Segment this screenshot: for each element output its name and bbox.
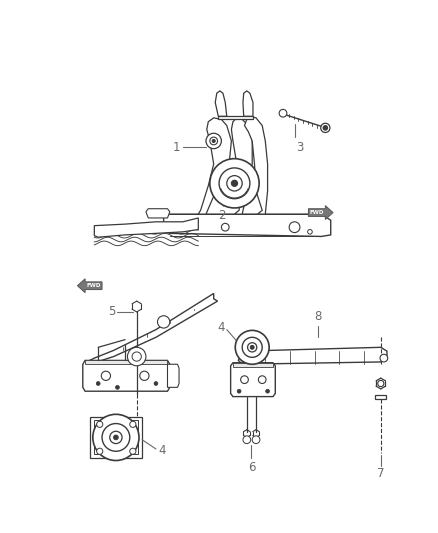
Circle shape [130,421,136,427]
Circle shape [127,348,146,366]
Circle shape [380,354,388,362]
Text: 7: 7 [377,467,385,480]
Circle shape [240,376,248,384]
Polygon shape [83,360,170,391]
Text: 6: 6 [247,461,255,474]
Polygon shape [231,118,252,214]
Polygon shape [243,91,253,116]
Circle shape [227,175,242,191]
Text: 5: 5 [109,305,116,318]
Circle shape [101,371,110,381]
Circle shape [110,431,122,443]
Circle shape [323,126,328,130]
Polygon shape [78,279,102,293]
Circle shape [210,137,218,145]
Text: 2: 2 [218,209,225,222]
Polygon shape [308,206,333,220]
Circle shape [279,109,287,117]
Circle shape [266,389,269,393]
Polygon shape [375,395,386,399]
Circle shape [93,414,139,461]
Circle shape [235,330,269,364]
Circle shape [231,180,237,187]
Circle shape [130,448,136,454]
Circle shape [206,133,221,149]
Polygon shape [218,116,253,119]
Text: 8: 8 [314,310,321,322]
Polygon shape [94,218,198,237]
Polygon shape [167,364,179,387]
Circle shape [154,382,158,385]
Circle shape [242,337,262,357]
Circle shape [237,389,241,393]
Circle shape [132,352,141,361]
Circle shape [210,159,259,208]
Polygon shape [164,214,331,237]
Circle shape [243,436,251,443]
Circle shape [97,448,103,454]
Circle shape [140,371,149,381]
Polygon shape [91,417,142,458]
Circle shape [247,343,257,352]
Text: 3: 3 [296,141,304,154]
Polygon shape [238,348,387,364]
Polygon shape [233,363,273,367]
Circle shape [219,168,250,199]
Circle shape [97,421,103,427]
Polygon shape [244,116,268,214]
Text: FWD: FWD [86,283,101,288]
Polygon shape [85,294,218,366]
Circle shape [96,382,100,385]
Circle shape [378,381,384,386]
Text: FWD: FWD [310,210,324,215]
Polygon shape [198,118,231,214]
Circle shape [113,435,118,440]
Circle shape [250,345,254,349]
Circle shape [116,385,120,389]
Polygon shape [85,360,167,364]
Circle shape [102,424,130,451]
Text: 4: 4 [158,444,166,457]
Circle shape [258,376,266,384]
Text: 1: 1 [173,141,180,154]
Polygon shape [215,91,227,116]
Circle shape [158,316,170,328]
Polygon shape [94,421,138,454]
Polygon shape [231,363,276,397]
Circle shape [212,140,215,142]
Circle shape [321,123,330,133]
Polygon shape [146,209,170,218]
Circle shape [252,436,260,443]
Text: 4: 4 [218,321,225,334]
